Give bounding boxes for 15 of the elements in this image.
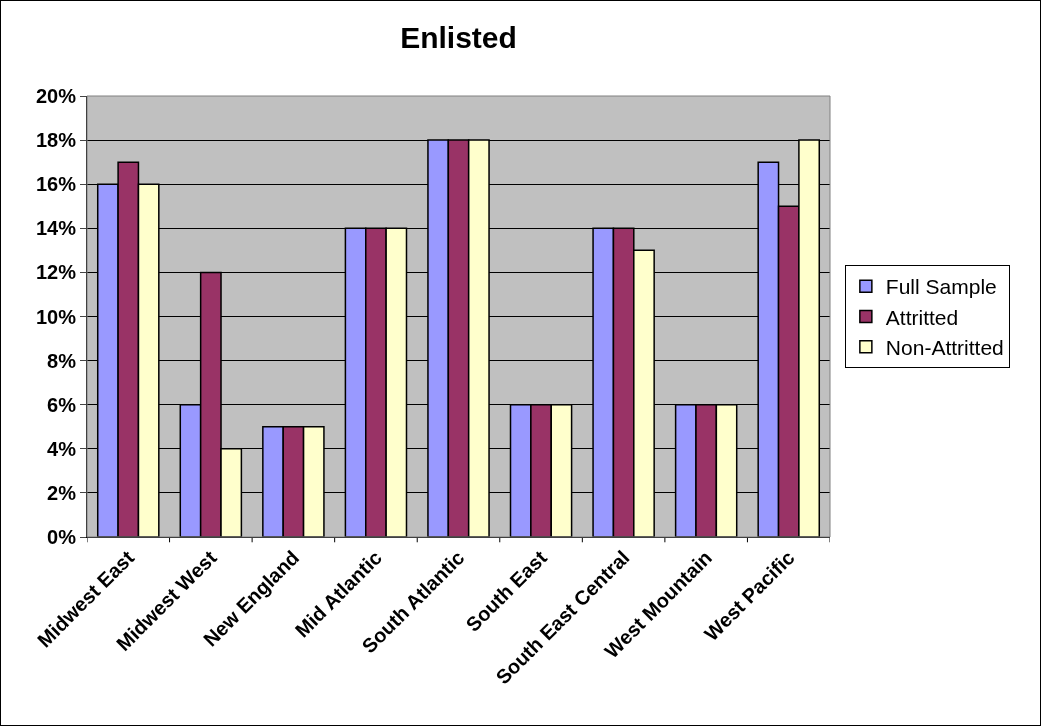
y-tick-label: 20% bbox=[35, 85, 77, 107]
y-tick-label: 4% bbox=[47, 437, 77, 460]
y-tick-label: 8% bbox=[47, 349, 77, 372]
y-tick-label: 0% bbox=[47, 526, 77, 548]
legend-label: Attritted bbox=[885, 305, 959, 329]
y-tick-label: 2% bbox=[47, 481, 77, 504]
y-tick-label: 10% bbox=[35, 305, 77, 328]
legend-label: Full Sample bbox=[885, 275, 997, 299]
y-tick-label: 12% bbox=[35, 261, 77, 284]
y-tick-label: 14% bbox=[35, 217, 77, 240]
legend-label: Non-Attritted bbox=[885, 335, 1004, 359]
y-tick-label: 16% bbox=[35, 173, 77, 196]
chart-title: Enlisted bbox=[400, 20, 517, 54]
y-tick-label: 18% bbox=[35, 129, 77, 152]
y-tick-label: 6% bbox=[47, 393, 77, 416]
